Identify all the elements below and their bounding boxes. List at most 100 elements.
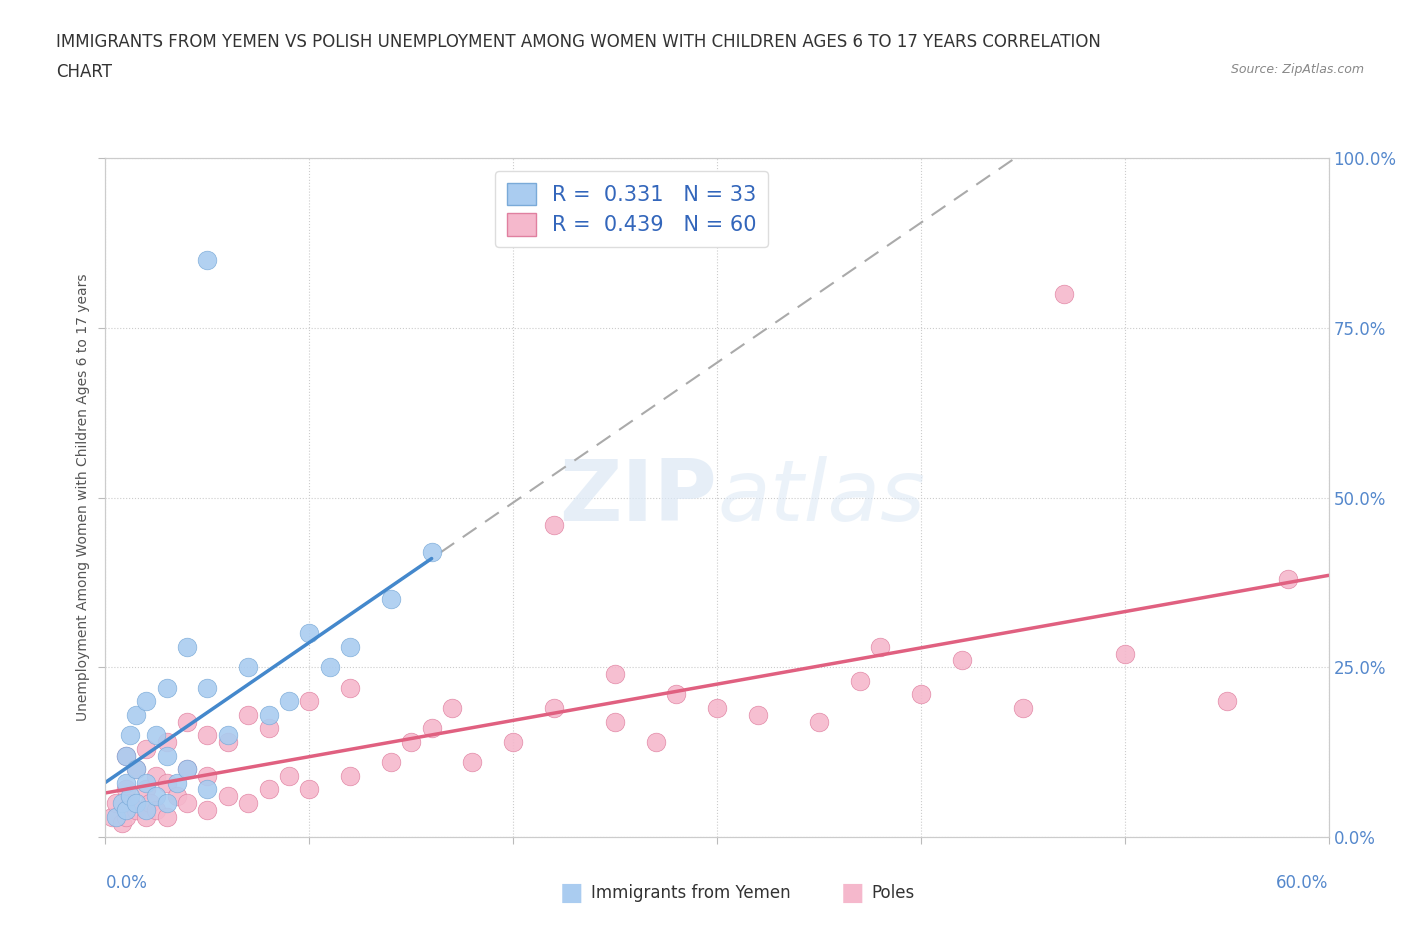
Point [339,680,361,695]
Point [176,762,198,777]
Point [111,796,134,811]
Point [197,253,219,268]
Point [380,755,402,770]
Point [605,714,627,729]
Point [605,667,627,682]
Point [125,708,148,723]
Point [197,727,219,742]
Point [298,782,321,797]
Point [125,803,148,817]
Point [217,727,239,742]
Point [166,789,188,804]
Point [380,592,402,607]
Point [135,741,157,756]
Point [139,796,162,811]
Point [118,789,141,804]
Point [807,714,830,729]
Point [197,803,219,817]
Text: atlas: atlas [717,456,925,539]
Point [1216,694,1239,709]
Point [644,735,668,750]
Point [104,796,127,811]
Point [420,544,443,559]
Point [156,809,179,824]
Point [125,762,148,777]
Point [278,694,301,709]
Point [156,776,179,790]
Point [257,708,280,723]
Point [236,708,260,723]
Point [125,762,148,777]
Point [665,687,688,702]
Point [236,660,260,675]
Point [543,700,565,715]
Point [298,694,321,709]
Point [747,708,769,723]
Point [156,680,179,695]
Text: Immigrants from Yemen: Immigrants from Yemen [591,884,790,902]
Text: Source: ZipAtlas.com: Source: ZipAtlas.com [1230,63,1364,76]
Point [135,803,157,817]
Point [706,700,728,715]
Point [197,782,219,797]
Point [298,626,321,641]
Point [104,809,127,824]
Point [145,789,167,804]
Point [869,640,891,655]
Point [156,796,179,811]
Point [115,782,138,797]
Point [118,796,141,811]
Point [217,789,239,804]
Point [257,782,280,797]
Point [236,796,260,811]
Y-axis label: Unemployment Among Women with Children Ages 6 to 17 years: Unemployment Among Women with Children A… [76,273,90,722]
Point [461,755,484,770]
Text: 60.0%: 60.0% [1277,874,1329,893]
Point [176,796,198,811]
Text: 0.0%: 0.0% [105,874,148,893]
Point [543,517,565,532]
Point [145,803,167,817]
Point [318,660,342,675]
Text: Poles: Poles [872,884,915,902]
Point [166,776,188,790]
Point [339,640,361,655]
Point [118,727,141,742]
Text: CHART: CHART [56,63,112,81]
Text: ■: ■ [841,881,865,905]
Point [135,809,157,824]
Point [420,721,443,736]
Point [339,768,361,783]
Text: ■: ■ [560,881,583,905]
Point [135,694,157,709]
Point [197,680,219,695]
Point [115,809,138,824]
Point [217,735,239,750]
Point [145,768,167,783]
Point [115,776,138,790]
Point [441,700,464,715]
Point [115,748,138,763]
Point [849,673,872,688]
Point [950,653,973,668]
Point [115,748,138,763]
Text: ZIP: ZIP [560,456,717,539]
Point [176,640,198,655]
Point [125,796,148,811]
Point [111,816,134,830]
Point [1052,286,1074,301]
Point [135,782,157,797]
Point [176,762,198,777]
Point [1114,646,1136,661]
Point [156,748,179,763]
Point [1277,572,1299,587]
Point [197,768,219,783]
Point [145,727,167,742]
Point [115,803,138,817]
Point [401,735,423,750]
Point [176,714,198,729]
Point [910,687,932,702]
Point [156,735,179,750]
Point [100,809,122,824]
Point [1012,700,1035,715]
